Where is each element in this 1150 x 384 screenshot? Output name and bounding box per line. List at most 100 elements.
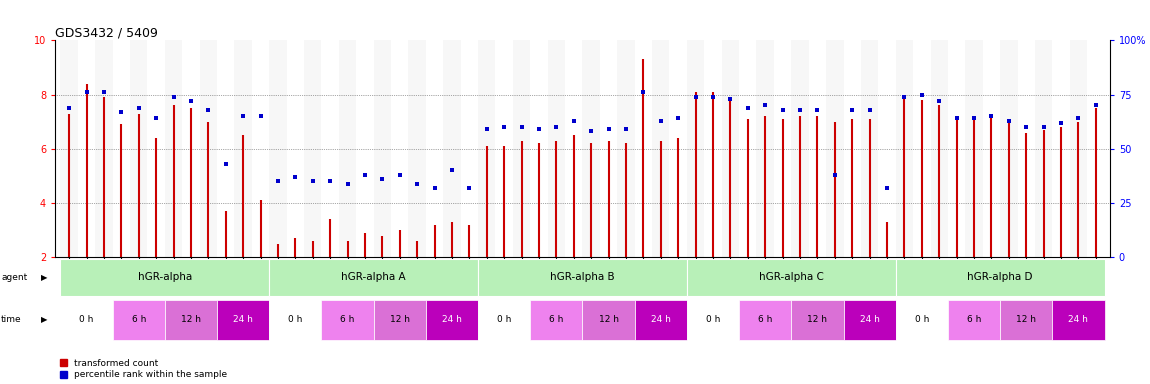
Bar [478,300,530,339]
Bar [356,40,374,257]
Bar [547,40,565,257]
Bar [1052,300,1104,339]
Bar [583,40,600,257]
Bar [948,300,1000,339]
Text: 12 h: 12 h [181,315,201,324]
Bar [843,300,896,339]
Bar [791,40,808,257]
Bar [530,40,547,257]
Bar [687,300,739,339]
Bar [478,40,496,257]
Bar [687,40,704,257]
Bar [739,300,791,339]
Bar [583,300,635,339]
Bar [913,40,930,257]
Bar [374,300,426,339]
Bar [1052,40,1070,257]
Bar [513,40,530,257]
Text: 0 h: 0 h [497,315,512,324]
Bar [1018,40,1035,257]
Bar [948,40,965,257]
Bar [269,40,286,257]
Bar [478,259,687,296]
Bar [983,40,1000,257]
Bar [269,259,478,296]
Bar [461,40,478,257]
Bar [704,40,722,257]
Text: GDS3432 / 5409: GDS3432 / 5409 [55,26,158,39]
Bar [1000,300,1052,339]
Bar [391,40,408,257]
Bar [808,40,826,257]
Bar [879,40,896,257]
Bar [635,40,652,257]
Bar [600,40,618,257]
Bar [322,300,374,339]
Bar [339,40,356,257]
Text: ▶: ▶ [41,315,48,324]
Bar [61,40,78,257]
Text: 12 h: 12 h [390,315,409,324]
Bar [78,40,95,257]
Text: 12 h: 12 h [1017,315,1036,324]
Bar [217,300,269,339]
Bar [374,40,391,257]
Text: 24 h: 24 h [651,315,670,324]
Text: hGR-alpha: hGR-alpha [138,272,192,283]
Text: agent: agent [1,273,28,282]
Text: hGR-alpha A: hGR-alpha A [342,272,406,283]
Text: 24 h: 24 h [442,315,462,324]
Bar [200,40,217,257]
Text: 6 h: 6 h [758,315,773,324]
Bar [965,40,983,257]
Bar [757,40,774,257]
Bar [269,300,322,339]
Bar [843,40,861,257]
Text: 6 h: 6 h [550,315,564,324]
Bar [304,40,322,257]
Bar [164,40,182,257]
Text: hGR-alpha C: hGR-alpha C [759,272,823,283]
Bar [113,300,164,339]
Text: 12 h: 12 h [599,315,619,324]
Text: 24 h: 24 h [860,315,880,324]
Bar [443,40,461,257]
Bar [61,259,269,296]
Bar [95,40,113,257]
Text: time: time [1,315,22,324]
Text: ▶: ▶ [41,273,48,282]
Bar [426,300,478,339]
Bar [61,300,113,339]
Bar [930,40,948,257]
Text: 6 h: 6 h [340,315,354,324]
Text: 6 h: 6 h [967,315,981,324]
Bar [635,300,687,339]
Bar [722,40,739,257]
Text: 12 h: 12 h [807,315,827,324]
Bar [896,40,913,257]
Bar [408,40,426,257]
Bar [618,40,635,257]
Text: 0 h: 0 h [706,315,720,324]
Bar [113,40,130,257]
Bar [235,40,252,257]
Bar [1000,40,1018,257]
Bar [182,40,200,257]
Bar [217,40,235,257]
Bar [130,40,147,257]
Text: hGR-alpha D: hGR-alpha D [967,272,1033,283]
Bar [147,40,164,257]
Bar [1087,40,1104,257]
Text: 6 h: 6 h [131,315,146,324]
Bar [896,259,1104,296]
Bar [652,40,669,257]
Text: 0 h: 0 h [79,315,93,324]
Legend: transformed count, percentile rank within the sample: transformed count, percentile rank withi… [60,359,228,379]
Bar [164,300,217,339]
Bar [739,40,757,257]
Bar [861,40,879,257]
Bar [565,40,583,257]
Bar [669,40,687,257]
Bar [774,40,791,257]
Text: 24 h: 24 h [1068,315,1088,324]
